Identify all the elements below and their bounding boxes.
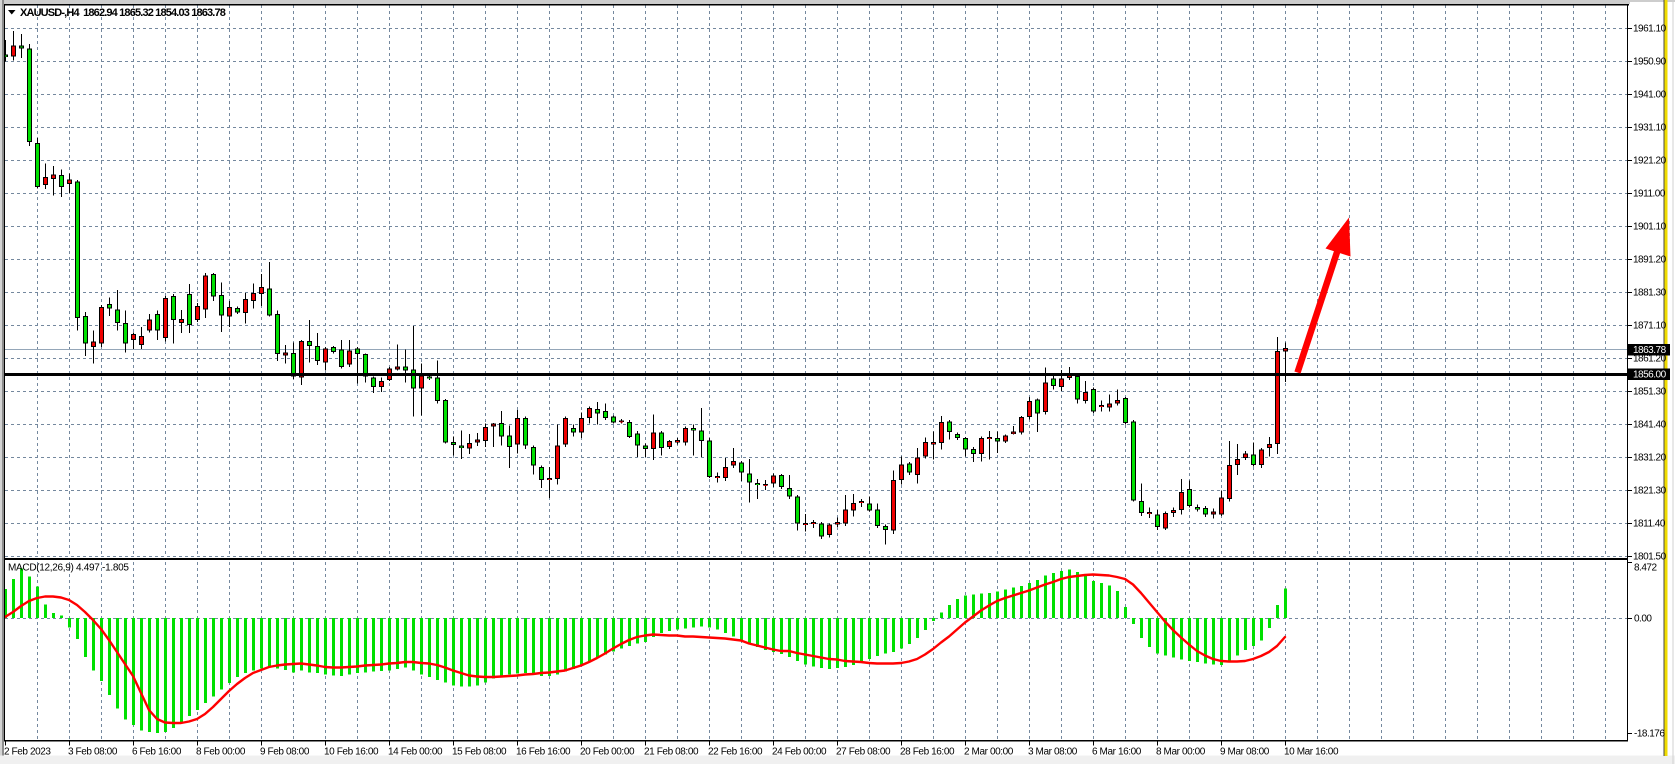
svg-text:0.00: 0.00 [1634, 614, 1652, 625]
svg-text:1811.40: 1811.40 [1633, 519, 1666, 530]
svg-text:1851.30: 1851.30 [1633, 387, 1667, 398]
svg-text:8 Mar 00:00: 8 Mar 00:00 [1156, 747, 1206, 758]
svg-text:3 Mar 08:00: 3 Mar 08:00 [1028, 747, 1078, 758]
svg-text:1961.10: 1961.10 [1633, 24, 1667, 35]
svg-text:2 Feb 2023: 2 Feb 2023 [4, 747, 51, 758]
svg-text:1856.00: 1856.00 [1633, 370, 1667, 381]
svg-text:1891.20: 1891.20 [1633, 255, 1667, 266]
svg-text:1881.30: 1881.30 [1633, 288, 1667, 299]
svg-text:1950.90: 1950.90 [1633, 57, 1667, 68]
svg-text:8 Feb 00:00: 8 Feb 00:00 [196, 747, 246, 758]
svg-text:MACD(12,26,9) 4.497 -1.805: MACD(12,26,9) 4.497 -1.805 [8, 563, 129, 574]
svg-text:6 Feb 16:00: 6 Feb 16:00 [132, 747, 182, 758]
svg-text:1941.00: 1941.00 [1633, 90, 1667, 101]
svg-text:21 Feb 08:00: 21 Feb 08:00 [644, 747, 699, 758]
svg-text:20 Feb 00:00: 20 Feb 00:00 [580, 747, 635, 758]
svg-text:-18.176: -18.176 [1634, 729, 1665, 740]
svg-text:1861.20: 1861.20 [1633, 354, 1667, 365]
svg-text:1921.20: 1921.20 [1633, 156, 1667, 167]
svg-text:16 Feb 16:00: 16 Feb 16:00 [516, 747, 571, 758]
svg-text:1841.40: 1841.40 [1633, 420, 1667, 431]
svg-text:28 Feb 16:00: 28 Feb 16:00 [900, 747, 955, 758]
svg-text:24 Feb 00:00: 24 Feb 00:00 [772, 747, 827, 758]
svg-text:1901.10: 1901.10 [1633, 222, 1667, 233]
svg-text:3 Feb 08:00: 3 Feb 08:00 [68, 747, 118, 758]
svg-text:1931.10: 1931.10 [1633, 123, 1667, 134]
svg-text:22 Feb 16:00: 22 Feb 16:00 [708, 747, 763, 758]
svg-text:27 Feb 08:00: 27 Feb 08:00 [836, 747, 891, 758]
svg-text:10 Feb 16:00: 10 Feb 16:00 [324, 747, 379, 758]
svg-text:1801.50: 1801.50 [1633, 552, 1667, 563]
svg-text:1871.10: 1871.10 [1633, 321, 1667, 332]
svg-text:14 Feb 00:00: 14 Feb 00:00 [388, 747, 443, 758]
svg-text:1831.20: 1831.20 [1633, 453, 1667, 464]
svg-text:9 Mar 08:00: 9 Mar 08:00 [1220, 747, 1270, 758]
svg-text:6 Mar 16:00: 6 Mar 16:00 [1092, 747, 1142, 758]
svg-text:1911.00: 1911.00 [1633, 189, 1666, 200]
svg-text:8.472: 8.472 [1634, 563, 1657, 574]
svg-text:XAUUSD-,H4 1862.94 1865.32 18: XAUUSD-,H4 1862.94 1865.32 1854.03 1863.… [20, 7, 226, 19]
svg-text:9 Feb 08:00: 9 Feb 08:00 [260, 747, 310, 758]
svg-text:1863.78: 1863.78 [1633, 345, 1667, 356]
svg-text:1821.30: 1821.30 [1633, 486, 1667, 497]
svg-text:15 Feb 08:00: 15 Feb 08:00 [452, 747, 507, 758]
svg-text:2 Mar 00:00: 2 Mar 00:00 [964, 747, 1014, 758]
svg-text:10 Mar 16:00: 10 Mar 16:00 [1284, 747, 1339, 758]
